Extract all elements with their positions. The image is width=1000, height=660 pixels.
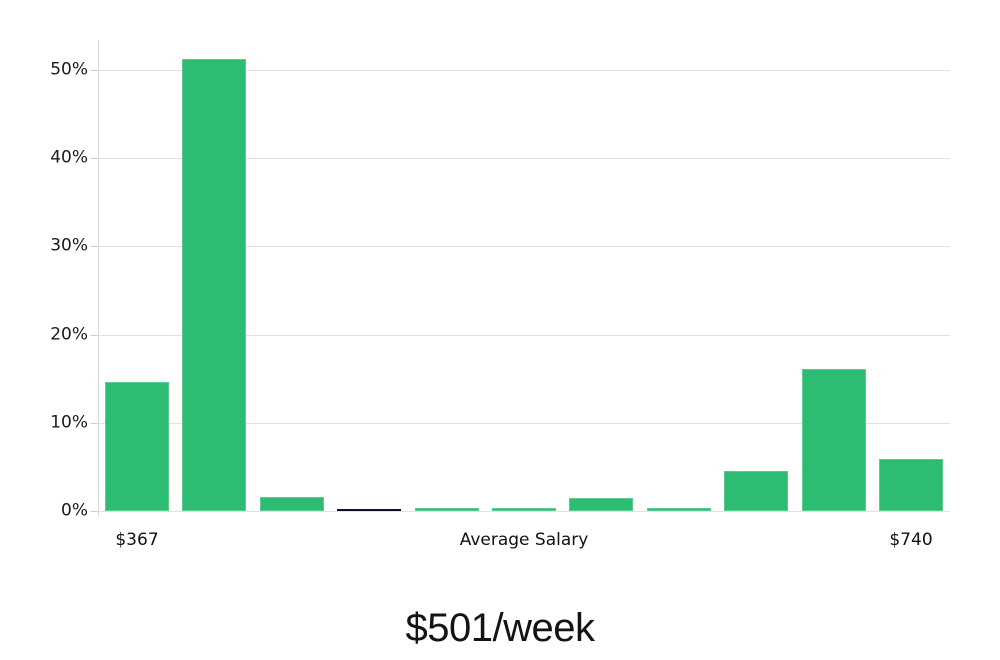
gridline-50%	[98, 70, 950, 71]
y-tick-label-50%: 50%	[50, 59, 88, 80]
y-tick-mark	[91, 246, 98, 248]
gridline-40%	[98, 158, 950, 160]
histogram-bar	[104, 382, 169, 511]
gridline-30%	[98, 246, 950, 248]
histogram-bar	[646, 508, 711, 511]
y-tick-mark	[91, 158, 98, 160]
y-tick-label-30%: 30%	[50, 235, 88, 256]
histogram-bar	[801, 368, 866, 511]
y-tick-mark	[91, 70, 98, 71]
histogram-bar	[182, 58, 247, 511]
y-tick-label-0%: 0%	[61, 500, 88, 521]
y-tick-mark	[91, 334, 98, 336]
chart-title: $501/week	[405, 606, 595, 650]
histogram-bar	[569, 497, 634, 511]
y-tick-mark	[91, 422, 98, 424]
histogram-bar	[879, 458, 944, 511]
histogram-bar	[414, 508, 479, 511]
histogram-bar	[724, 471, 789, 511]
y-tick-label-10%: 10%	[50, 412, 88, 433]
histogram-bar	[259, 496, 324, 511]
gridline-10%	[98, 422, 950, 424]
x-tick-label-min-salary: $367	[115, 530, 159, 550]
y-tick-label-40%: 40%	[50, 147, 88, 168]
histogram-bar-highlight	[337, 509, 402, 511]
y-axis-line	[98, 40, 99, 517]
y-tick-label-20%: 20%	[50, 324, 88, 345]
gridline-20%	[98, 334, 950, 336]
histogram-bar	[492, 508, 556, 511]
x-tick-label-max-salary: $740	[889, 530, 933, 550]
gridline-0%	[98, 511, 950, 512]
x-axis-title: Average Salary	[459, 530, 589, 550]
y-tick-mark	[91, 511, 98, 512]
